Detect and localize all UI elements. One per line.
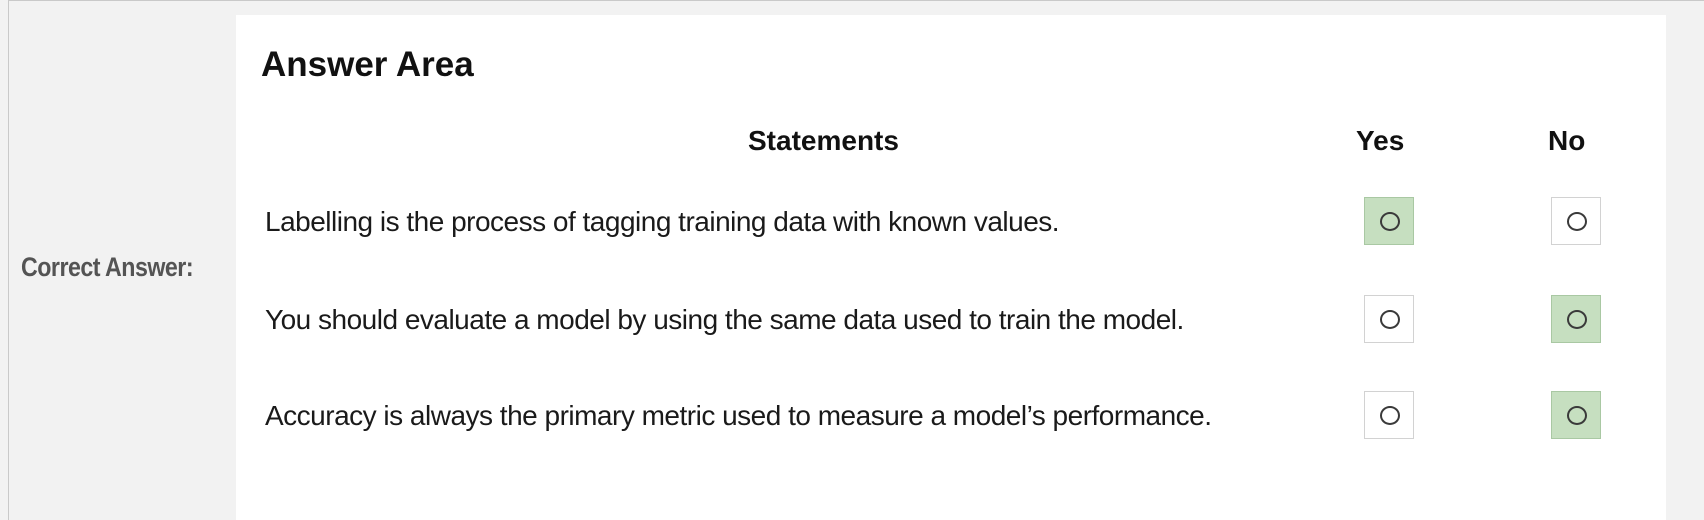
- no-header: No: [1548, 125, 1586, 156]
- radio-circle-icon: [1380, 310, 1400, 329]
- statements-header: Statements: [748, 125, 899, 156]
- statement-text: Accuracy is always the primary metric us…: [265, 400, 1212, 431]
- statement-text: Labelling is the process of tagging trai…: [265, 206, 1060, 237]
- correct-answer-label: Correct Answer:: [21, 252, 194, 282]
- statement-row: Labelling is the process of tagging trai…: [236, 197, 1666, 247]
- yes-radio-button[interactable]: [1364, 197, 1414, 245]
- radio-circle-icon: [1380, 212, 1400, 231]
- yes-radio-button[interactable]: [1364, 391, 1414, 439]
- radio-circle-icon: [1567, 310, 1587, 329]
- statement-row: You should evaluate a model by using the…: [236, 295, 1666, 345]
- no-radio-button[interactable]: [1551, 391, 1601, 439]
- radio-circle-icon: [1380, 406, 1400, 425]
- statement-row: Accuracy is always the primary metric us…: [236, 391, 1666, 441]
- statement-text: You should evaluate a model by using the…: [265, 304, 1184, 335]
- no-radio-button[interactable]: [1551, 197, 1601, 245]
- answer-area-panel: Answer Area Statements Yes No Labelling …: [236, 15, 1666, 520]
- no-radio-button[interactable]: [1551, 295, 1601, 343]
- radio-circle-icon: [1567, 406, 1587, 425]
- yes-header: Yes: [1356, 125, 1405, 156]
- radio-circle-icon: [1567, 212, 1587, 231]
- yes-radio-button[interactable]: [1364, 295, 1414, 343]
- answer-area-title: Answer Area: [261, 45, 474, 84]
